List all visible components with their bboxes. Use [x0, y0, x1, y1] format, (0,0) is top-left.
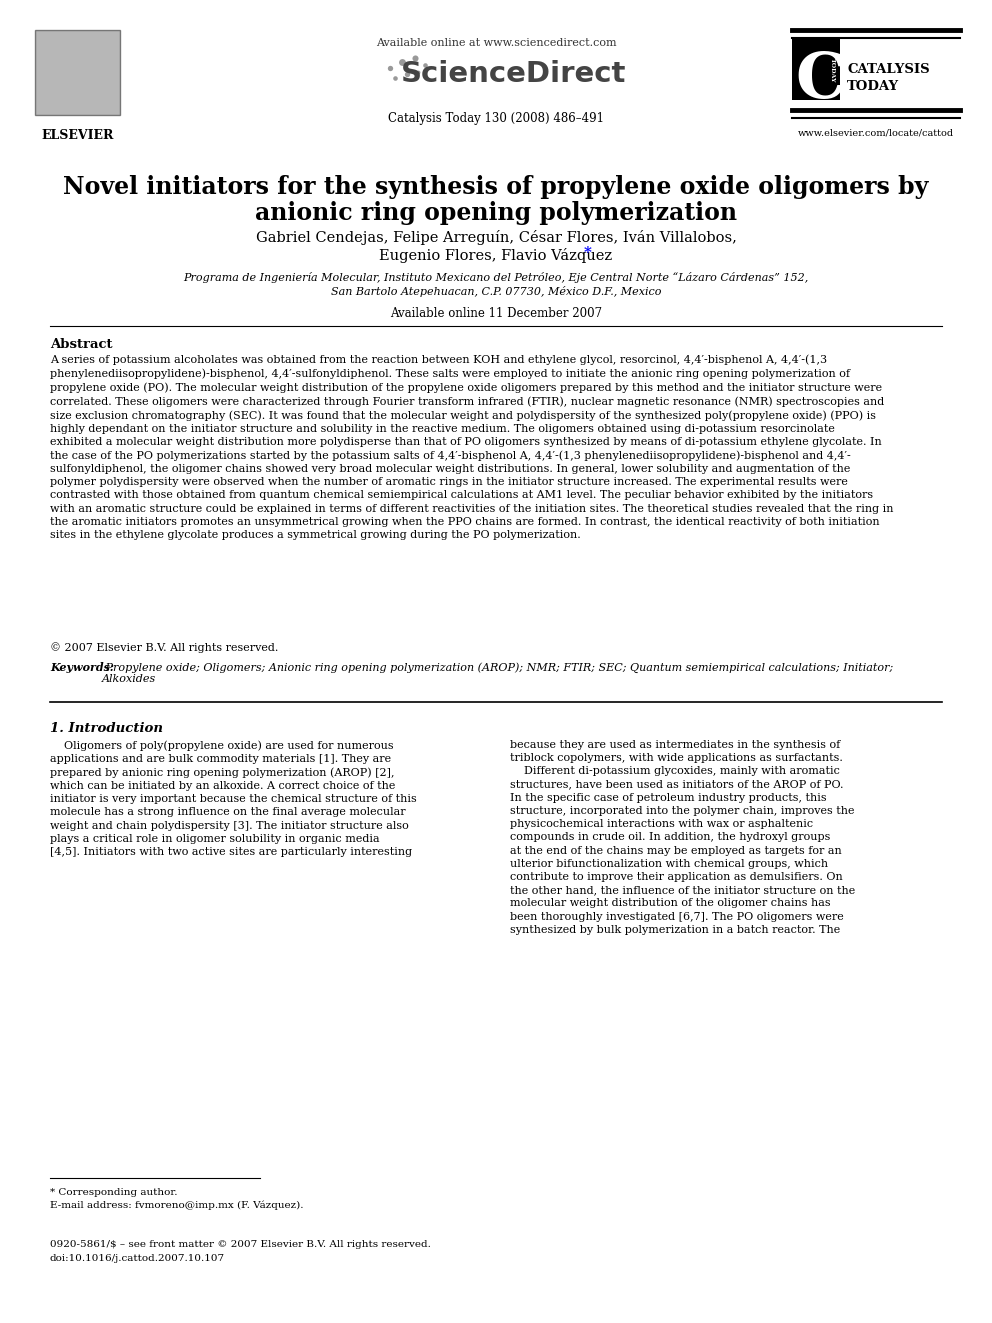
Text: 1. Introduction: 1. Introduction: [50, 722, 163, 736]
Text: Available online at www.sciencedirect.com: Available online at www.sciencedirect.co…: [376, 38, 616, 48]
Text: ELSEVIER: ELSEVIER: [42, 130, 114, 142]
Text: doi:10.1016/j.cattod.2007.10.107: doi:10.1016/j.cattod.2007.10.107: [50, 1254, 225, 1263]
Text: TODAY: TODAY: [830, 58, 835, 82]
Text: Novel initiators for the synthesis of propylene oxide oligomers by: Novel initiators for the synthesis of pr…: [63, 175, 929, 198]
Text: E-mail address: fvmoreno@imp.mx (F. Vázquez).: E-mail address: fvmoreno@imp.mx (F. Vázq…: [50, 1200, 304, 1209]
Text: Available online 11 December 2007: Available online 11 December 2007: [390, 307, 602, 320]
Text: anionic ring opening polymerization: anionic ring opening polymerization: [255, 201, 737, 225]
Text: Keywords:: Keywords:: [50, 662, 114, 673]
Text: *: *: [584, 246, 592, 261]
Text: * Corresponding author.: * Corresponding author.: [50, 1188, 178, 1197]
Text: 0920-5861/$ – see front matter © 2007 Elsevier B.V. All rights reserved.: 0920-5861/$ – see front matter © 2007 El…: [50, 1240, 431, 1249]
Text: Eugenio Flores, Flavio Vázquez: Eugenio Flores, Flavio Vázquez: [379, 247, 613, 263]
Text: © 2007 Elsevier B.V. All rights reserved.: © 2007 Elsevier B.V. All rights reserved…: [50, 642, 279, 652]
Bar: [792, 38, 840, 101]
Text: Gabriel Cendejas, Felipe Arreguín, César Flores, Iván Villalobos,: Gabriel Cendejas, Felipe Arreguín, César…: [256, 230, 736, 245]
Text: www.elsevier.com/locate/cattod: www.elsevier.com/locate/cattod: [798, 128, 954, 138]
Text: A series of potassium alcoholates was obtained from the reaction between KOH and: A series of potassium alcoholates was ob…: [50, 355, 894, 540]
Text: San Bartolo Atepehuacan, C.P. 07730, México D.F., Mexico: San Bartolo Atepehuacan, C.P. 07730, Méx…: [330, 286, 662, 296]
Text: Oligomers of poly(propylene oxide) are used for numerous
applications and are bu: Oligomers of poly(propylene oxide) are u…: [50, 740, 417, 857]
Text: ScienceDirect: ScienceDirect: [402, 60, 627, 89]
Text: CATALYSIS: CATALYSIS: [847, 64, 930, 75]
Bar: [35, 30, 120, 115]
Text: Programa de Ingeniería Molecular, Instituto Mexicano del Petróleo, Eje Central N: Programa de Ingeniería Molecular, Instit…: [184, 273, 808, 283]
Text: because they are used as intermediates in the synthesis of
triblock copolymers, : because they are used as intermediates i…: [510, 740, 855, 935]
Text: Abstract: Abstract: [50, 337, 112, 351]
Text: C: C: [795, 50, 846, 111]
Text: TODAY: TODAY: [847, 79, 899, 93]
Text: Propylene oxide; Oligomers; Anionic ring opening polymerization (AROP); NMR; FTI: Propylene oxide; Oligomers; Anionic ring…: [102, 662, 893, 684]
Text: Catalysis Today 130 (2008) 486–491: Catalysis Today 130 (2008) 486–491: [388, 112, 604, 124]
